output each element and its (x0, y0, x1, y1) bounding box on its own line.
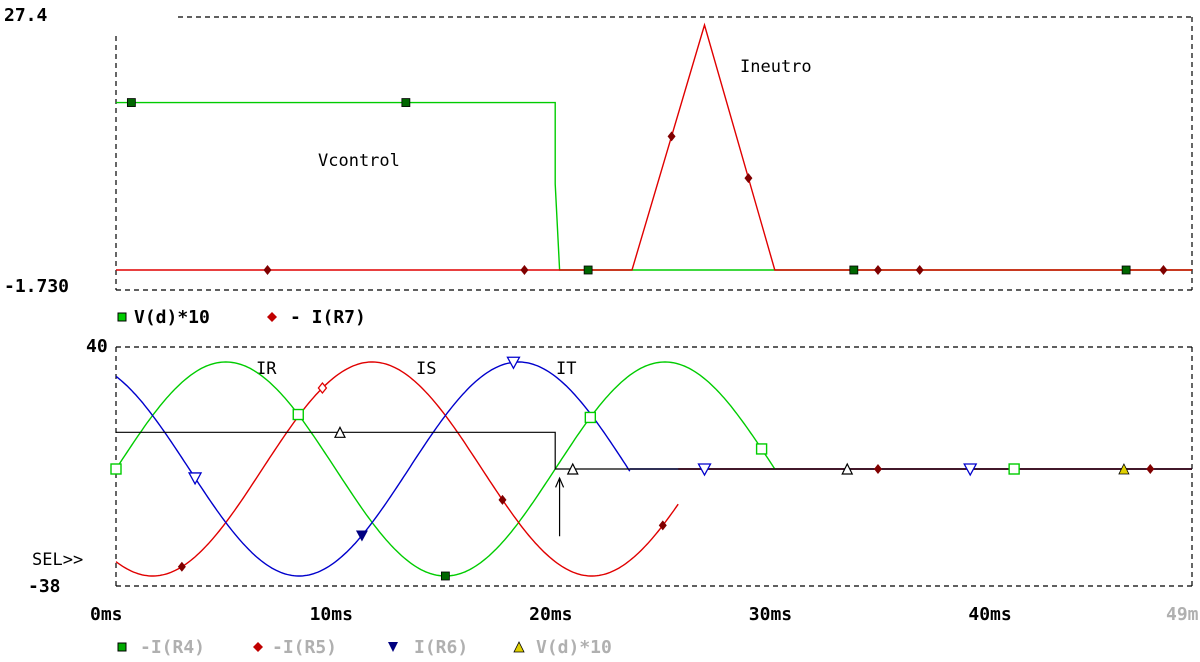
point-ir6-tail-0 (697, 463, 712, 477)
point-ir5-hollow (317, 381, 328, 395)
point-ir4-2 (584, 411, 597, 424)
point-ir6-1 (506, 356, 521, 370)
series-line-vd-bottom (116, 431, 1192, 470)
point-ir7-0 (263, 265, 272, 275)
point-vd-top-4 (1121, 265, 1131, 275)
top-y-max-label: 27.4 (4, 5, 48, 26)
legend-marker-vd-top (117, 312, 127, 322)
x-tick-label-0: 0ms (90, 604, 123, 625)
legend-marker-ir6 (388, 642, 398, 652)
legend-label-ir7: - I(R7) (290, 307, 366, 328)
bottom-plot-frame (115, 346, 1193, 587)
trace-label-ineutro: Ineutro (740, 57, 812, 77)
point-vd-top-3 (849, 265, 859, 275)
legend-label-vd-bottom: V(d)*10 (536, 637, 612, 658)
x-tick-label-4: 40ms (968, 604, 1011, 625)
point-ir7-1 (520, 265, 529, 275)
legend-marker-ir5 (253, 642, 263, 652)
point-vd-top-1 (401, 98, 411, 107)
legend-marker-vd-bottom (513, 641, 525, 653)
top-y-min-label: -1.730 (4, 276, 69, 297)
point-ir7-peak-1 (744, 173, 753, 184)
point-ir6-tail-1 (963, 463, 978, 477)
x-tick-label-5: 49ms (1166, 604, 1200, 625)
point-vd-bottom-3 (1118, 463, 1130, 475)
legend-label-ir5: -I(R5) (272, 637, 337, 658)
point-ir4-min (440, 571, 450, 581)
point-ir7-4 (1159, 265, 1168, 275)
legend-label-ir4: -I(R4) (140, 637, 205, 658)
point-ir7-peak-0 (667, 131, 676, 142)
trace-label-is: IS (416, 359, 436, 379)
sel-marker-label: SEL>> (32, 550, 83, 570)
trace-label-it: IT (556, 359, 576, 379)
x-tick-label-3: 30ms (749, 604, 792, 625)
point-ir7-2 (873, 265, 882, 275)
trace-label-vcontrol: Vcontrol (318, 151, 400, 171)
series-line-ir6 (115, 361, 631, 577)
point-ir7-3 (915, 265, 924, 275)
series-line-vd-top (116, 101, 1192, 271)
point-ir4-tail-0 (1008, 463, 1020, 475)
trace-label-ir: IR (256, 359, 277, 379)
top-plot-frame (115, 16, 1193, 291)
cursor-arrowhead (555, 476, 565, 488)
legend-marker-ir4 (117, 642, 127, 652)
bottom-y-max-label: 40 (86, 336, 108, 357)
point-ir5-1 (498, 494, 507, 505)
legend-label-vd-top: V(d)*10 (134, 307, 210, 328)
point-ir4-0 (110, 463, 122, 475)
point-vd-top-0 (126, 98, 136, 107)
legend-label-ir6: I(R6) (414, 637, 468, 658)
point-ir5-0 (177, 561, 186, 572)
x-tick-label-1: 10ms (310, 604, 353, 625)
point-ir4-1 (292, 408, 304, 421)
point-vd-bottom-2 (841, 462, 854, 475)
trace-layer (110, 22, 1192, 581)
point-vd-bottom-0 (334, 425, 346, 438)
x-tick-layer: 0ms 10ms 20ms 30ms 40ms 49ms (90, 604, 1200, 625)
point-vd-top-2 (583, 265, 593, 275)
x-tick-label-2: 20ms (529, 604, 572, 625)
point-vd-bottom-1 (566, 462, 579, 475)
point-ir4-3 (755, 443, 768, 455)
bottom-y-min-label: -38 (28, 576, 61, 597)
legend-marker-ir7 (267, 312, 277, 322)
point-ir5-tail-1 (1146, 464, 1155, 474)
series-line-ir5 (115, 361, 679, 577)
series-line-ir7 (116, 22, 1192, 271)
point-ir5-2 (658, 520, 667, 531)
point-ir5-tail-0 (873, 464, 882, 474)
point-ir6-filled (355, 530, 368, 542)
point-ir6-0 (187, 472, 203, 486)
